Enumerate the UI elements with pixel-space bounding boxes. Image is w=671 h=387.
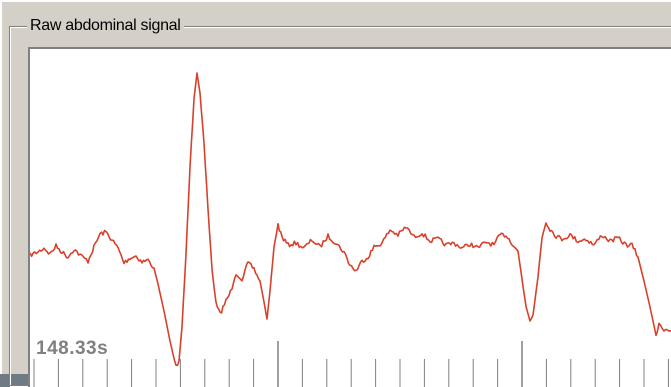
groupbox-title: Raw abdominal signal [27, 17, 184, 35]
signal-plot [30, 72, 671, 387]
signal-trace [30, 72, 671, 367]
time-readout: 148.33s [36, 338, 109, 359]
signal-plot-area[interactable]: 148.33s [28, 47, 671, 387]
time-axis-ticks [33, 341, 669, 387]
